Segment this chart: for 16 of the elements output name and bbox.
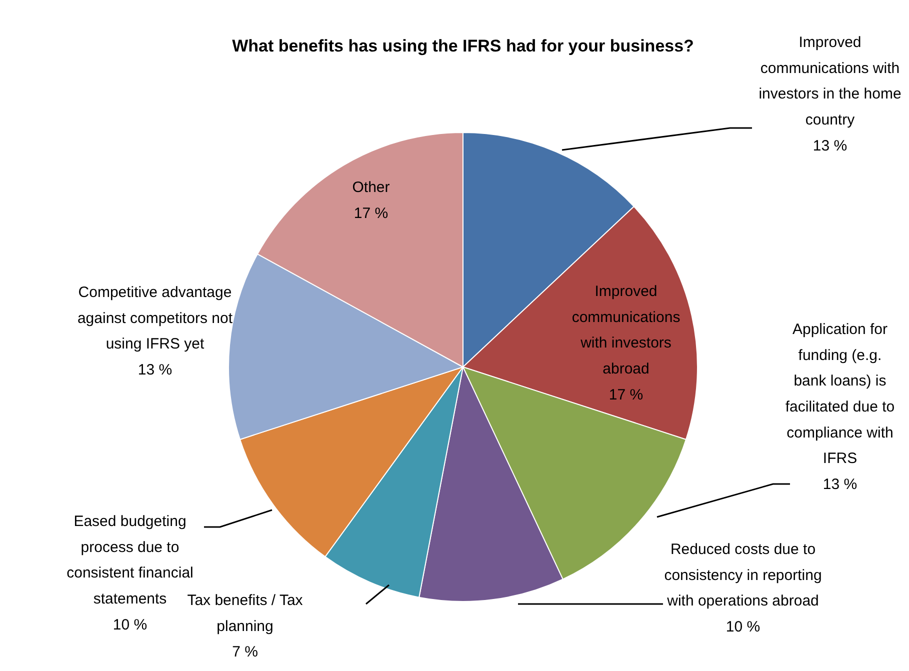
data-label: 17 % [354, 204, 388, 222]
data-label: 10 % [726, 618, 760, 636]
slice-label: Tax benefits / Tax planning [187, 592, 304, 635]
data-label: 13 % [138, 362, 172, 379]
data-label: 17 % [608, 386, 644, 404]
slice-label: Improved communications with investors abroad [572, 283, 680, 378]
slice-label: Reduced costs due to consistency in reporting with operations abroad [664, 541, 822, 610]
data-label: 13 % [822, 476, 858, 493]
slice-label: Competitive advantage against competitors not using IFRS yet [77, 284, 234, 353]
data-label: 13 % [812, 137, 848, 154]
data-label: 7 % [232, 644, 258, 661]
slice-label: Other [352, 179, 390, 196]
data-label: 10 % [112, 616, 148, 634]
slice-label: Improved communications with investors in the home country [758, 34, 902, 129]
chart-title: What benefits has using the IFRS had for your business? [232, 36, 694, 56]
slice-label: Application for funding (e.g. bank loans) is facilitated due to compliance with IFRS [785, 321, 895, 468]
